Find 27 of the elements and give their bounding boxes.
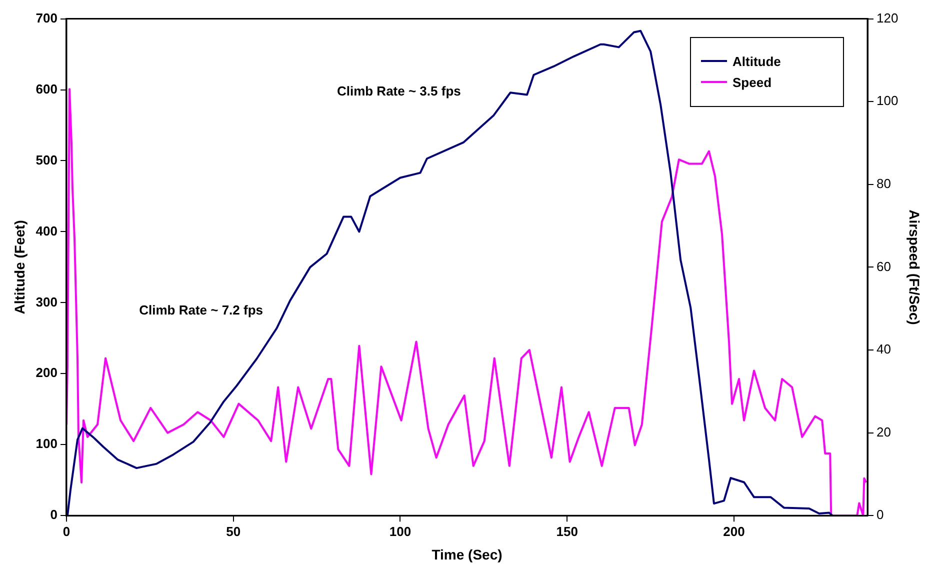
y-tick-label: 500 bbox=[36, 152, 58, 168]
x-tick-label: 200 bbox=[723, 524, 745, 539]
y2-tick-label: 100 bbox=[876, 93, 898, 108]
x-tick-label: 150 bbox=[556, 524, 578, 539]
legend-label: Speed bbox=[732, 74, 772, 90]
y-tick-label: 700 bbox=[36, 10, 58, 26]
y2-tick-label: 0 bbox=[876, 507, 884, 522]
y2-tick-label: 120 bbox=[876, 10, 898, 26]
y-tick-label: 200 bbox=[36, 365, 58, 380]
y-tick-label: 0 bbox=[50, 507, 58, 522]
y2-tick-label: 60 bbox=[876, 258, 891, 274]
x-tick-label: 100 bbox=[389, 524, 412, 539]
y-axis-title: Altitude (Feet) bbox=[11, 220, 28, 314]
y-tick-label: 300 bbox=[36, 294, 58, 310]
y2-tick-label: 80 bbox=[876, 176, 891, 191]
y2-tick-label: 40 bbox=[876, 342, 891, 357]
x-tick-label: 0 bbox=[62, 524, 70, 539]
y2-tick-label: 20 bbox=[876, 424, 891, 440]
x-axis-title: Time (Sec) bbox=[432, 546, 502, 562]
y-tick-label: 100 bbox=[36, 436, 58, 452]
y-tick-label: 400 bbox=[36, 223, 58, 238]
y2-axis-title: Airspeed (Ft/Sec) bbox=[906, 210, 923, 325]
annotation: Climb Rate ~ 7.2 fps bbox=[139, 302, 264, 318]
x-tick-label: 50 bbox=[226, 524, 241, 539]
legend-label: Altitude bbox=[732, 54, 781, 69]
y-tick-label: 600 bbox=[36, 81, 58, 96]
annotation: Climb Rate ~ 3.5 fps bbox=[336, 83, 461, 98]
